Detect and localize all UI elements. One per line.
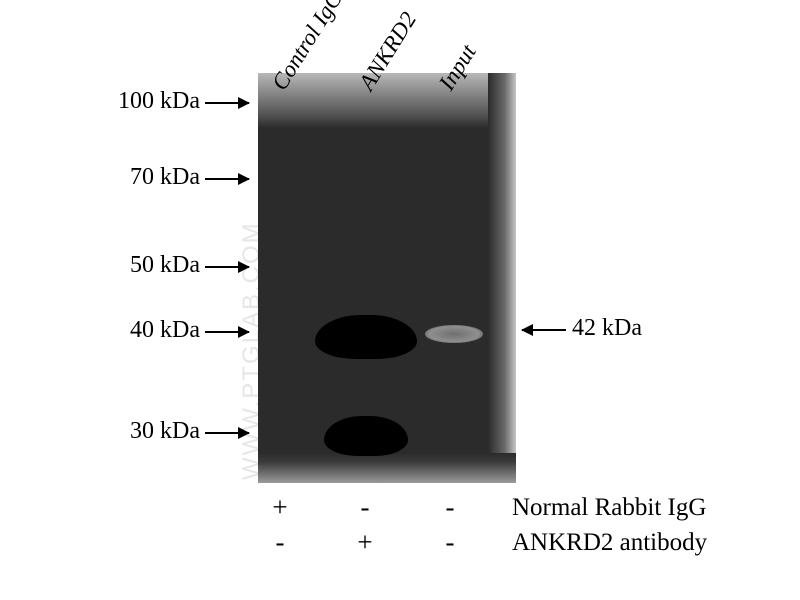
row-label-antibody: ANKRD2 antibody <box>512 529 707 557</box>
sign-r2-c2: + <box>340 527 390 558</box>
band-input <box>425 325 483 343</box>
mw-arrow-40 <box>205 331 249 333</box>
figure-container: WWW.PTGLAB.COM 100 kDa 70 kDa 50 kDa 40 … <box>0 0 800 600</box>
target-band-arrow <box>522 329 566 331</box>
mw-arrow-30 <box>205 432 249 434</box>
row-label-igg: Normal Rabbit IgG <box>512 494 706 522</box>
sign-r2-c1: - <box>255 527 305 558</box>
sign-r1-c2: - <box>340 492 390 523</box>
blot-edge-bottom <box>258 453 516 483</box>
blot-edge-right <box>488 73 516 483</box>
sign-r2-c3: - <box>425 527 475 558</box>
mw-arrow-70 <box>205 178 249 180</box>
band-ankrd2-upper <box>315 315 417 359</box>
mw-arrow-50 <box>205 266 249 268</box>
mw-label-50: 50 kDa <box>90 252 200 279</box>
mw-label-40: 40 kDa <box>90 317 200 344</box>
sign-r1-c1: + <box>255 492 305 523</box>
mw-arrow-100 <box>205 102 249 104</box>
mw-label-100: 100 kDa <box>90 88 200 115</box>
mw-label-70: 70 kDa <box>90 164 200 191</box>
band-ankrd2-lower <box>324 416 408 456</box>
target-band-label: 42 kDa <box>572 315 642 342</box>
mw-label-30: 30 kDa <box>90 418 200 445</box>
sign-r1-c3: - <box>425 492 475 523</box>
